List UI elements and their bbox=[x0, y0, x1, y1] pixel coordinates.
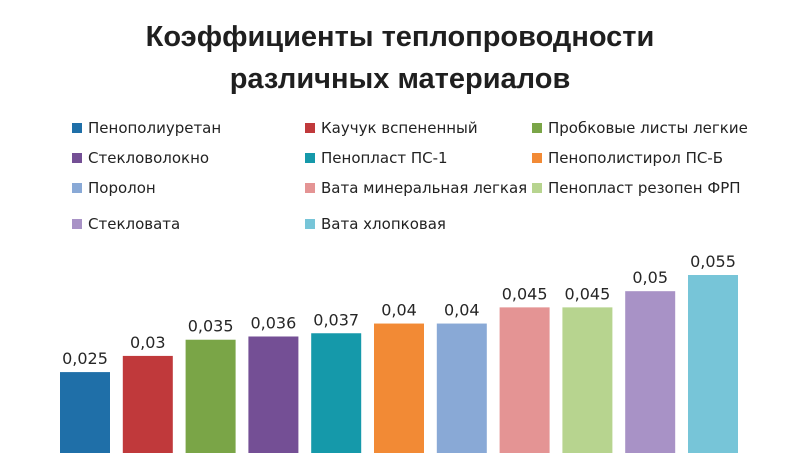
legend-swatch bbox=[305, 153, 315, 163]
legend-item-5: Пенопласт ПС-1 bbox=[305, 147, 448, 169]
legend-item-3: Пробковые листы легкие bbox=[532, 117, 748, 139]
legend-label: Вата хлопковая bbox=[321, 215, 446, 233]
legend-label: Вата минеральная легкая bbox=[321, 179, 528, 197]
chart-title-line-1: Коэффициенты теплопроводности bbox=[145, 21, 655, 53]
legend-label: Пенопласт резопен ФРП bbox=[548, 179, 741, 197]
bar-3 bbox=[185, 339, 236, 453]
data-label-3: 0,035 bbox=[188, 317, 234, 336]
legend-label: Поролон bbox=[88, 179, 156, 197]
legend-label: Каучук вспененный bbox=[321, 119, 478, 137]
bar-5 bbox=[311, 333, 362, 453]
data-label-2: 0,03 bbox=[130, 333, 166, 352]
legend-swatch bbox=[72, 153, 82, 163]
bar-9 bbox=[562, 307, 613, 453]
legend-item-1: Пенополиуретан bbox=[72, 117, 221, 139]
bar-11 bbox=[688, 275, 738, 453]
legend-swatch bbox=[532, 153, 542, 163]
legend-item-11: Вата хлопковая bbox=[305, 213, 446, 235]
legend-label: Пробковые листы легкие bbox=[548, 119, 748, 137]
bar-4 bbox=[248, 336, 299, 453]
data-label-11: 0,055 bbox=[690, 252, 736, 271]
legend-swatch bbox=[532, 183, 542, 193]
legend-swatch bbox=[305, 183, 315, 193]
bar-7 bbox=[436, 323, 487, 453]
bar-6 bbox=[374, 323, 424, 453]
chart-legend: Пенополиуретан Каучук вспененный Пробковые… bbox=[72, 117, 772, 242]
legend-swatch bbox=[305, 123, 315, 133]
bar-8 bbox=[499, 307, 550, 453]
legend-item-10: Стекловата bbox=[72, 213, 180, 235]
legend-swatch bbox=[72, 183, 82, 193]
legend-label: Пенополистирол ПС-Б bbox=[548, 149, 724, 167]
bar-1 bbox=[60, 372, 110, 453]
legend-item-7: Поролон bbox=[72, 177, 156, 199]
legend-swatch bbox=[72, 123, 82, 133]
data-label-1: 0,025 bbox=[62, 349, 108, 368]
data-label-6: 0,04 bbox=[381, 301, 417, 320]
legend-label: Пенополиуретан bbox=[88, 119, 222, 137]
legend-item-9: Пенопласт резопен ФРП bbox=[532, 177, 741, 199]
legend-item-2: Каучук вспененный bbox=[305, 117, 478, 139]
data-label-10: 0,05 bbox=[632, 268, 668, 287]
bar-2 bbox=[122, 355, 173, 453]
data-label-8: 0,045 bbox=[502, 284, 548, 303]
legend-label: Пенопласт ПС-1 bbox=[321, 149, 448, 167]
legend-item-6: Пенополистирол ПС-Б bbox=[532, 147, 723, 169]
data-label-5: 0,037 bbox=[313, 310, 359, 329]
legend-label: Стекловолокно bbox=[88, 149, 210, 167]
legend-swatch bbox=[532, 123, 542, 133]
legend-item-4: Стекловолокно bbox=[72, 147, 209, 169]
chart-title-line-2: различных материалов bbox=[229, 63, 571, 95]
data-label-7: 0,04 bbox=[444, 301, 480, 320]
data-label-9: 0,045 bbox=[564, 284, 610, 303]
legend-swatch bbox=[72, 219, 82, 229]
bar-10 bbox=[625, 291, 676, 453]
legend-item-8: Вата минеральная легкая bbox=[305, 177, 527, 199]
legend-swatch bbox=[305, 219, 315, 229]
chart-title: Коэффициенты теплопроводности различных … bbox=[0, 16, 800, 100]
legend-label: Стекловата bbox=[88, 215, 181, 233]
data-label-4: 0,036 bbox=[250, 313, 296, 332]
